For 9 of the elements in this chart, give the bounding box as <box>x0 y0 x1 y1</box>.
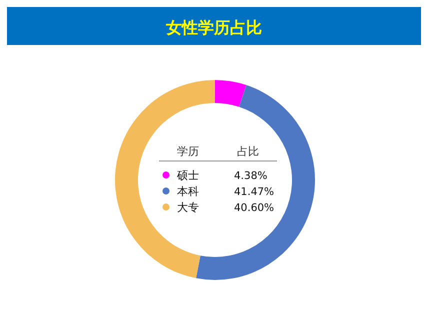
text: 占比 <box>237 145 259 158</box>
data-label: 40.60% <box>234 202 274 214</box>
data-label: 41.47% <box>234 186 274 198</box>
legend-label: 硕士 <box>176 169 199 182</box>
chart-title: 女性学历占比 <box>165 18 262 37</box>
legend-label: 本科 <box>177 185 199 198</box>
legend-label: 大专 <box>177 201 199 214</box>
data-label: 4.38% <box>234 170 268 182</box>
legend-title: 学历 <box>177 145 199 158</box>
